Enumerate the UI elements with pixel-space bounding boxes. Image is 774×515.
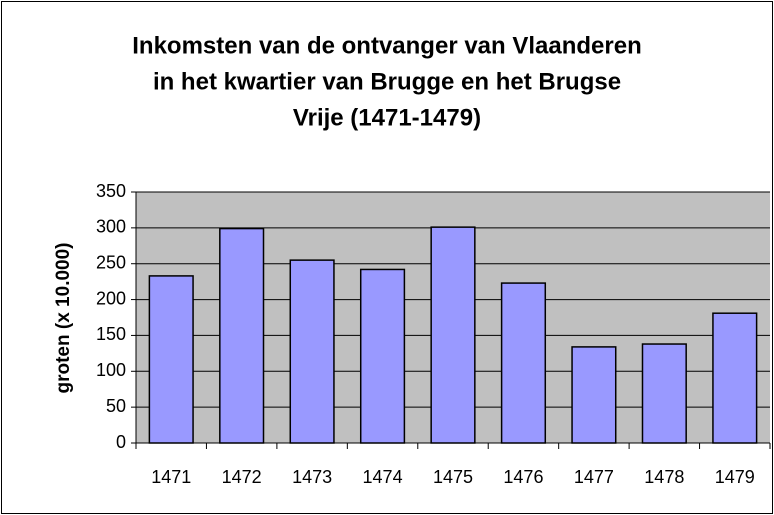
y-tick-label: 300 <box>96 217 126 237</box>
y-tick-label: 350 <box>96 181 126 201</box>
bar <box>571 346 617 444</box>
y-tick-label: 100 <box>96 360 126 380</box>
y-tick-label: 50 <box>106 396 126 416</box>
chart-title: Inkomsten van de ontvanger van Vlaandere… <box>132 32 641 59</box>
x-tick-label: 1476 <box>503 467 543 487</box>
x-tick-label: 1474 <box>363 467 403 487</box>
bar <box>148 275 194 444</box>
chart-title: in het kwartier van Brugge en het Brugse <box>153 68 621 95</box>
x-tick-label: 1478 <box>644 467 684 487</box>
y-tick-label: 0 <box>116 432 126 452</box>
x-tick-label: 1472 <box>222 467 262 487</box>
bar <box>359 268 406 444</box>
bar <box>500 282 547 444</box>
x-tick-label: 1477 <box>574 467 614 487</box>
y-axis-label: groten (x 10.000) <box>53 243 74 394</box>
y-tick-label: 250 <box>96 252 126 272</box>
x-tick-label: 1479 <box>715 467 755 487</box>
x-tick-label: 1473 <box>292 467 332 487</box>
bar <box>641 343 687 444</box>
y-tick-label: 150 <box>96 324 126 344</box>
chart-title: Vrije (1471-1479) <box>293 104 481 131</box>
x-tick-label: 1471 <box>151 467 191 487</box>
bar <box>219 227 265 444</box>
y-tick-label: 200 <box>96 288 126 308</box>
bar <box>712 312 758 444</box>
bar <box>289 259 335 444</box>
bar <box>430 226 476 444</box>
x-tick-label: 1475 <box>433 467 473 487</box>
